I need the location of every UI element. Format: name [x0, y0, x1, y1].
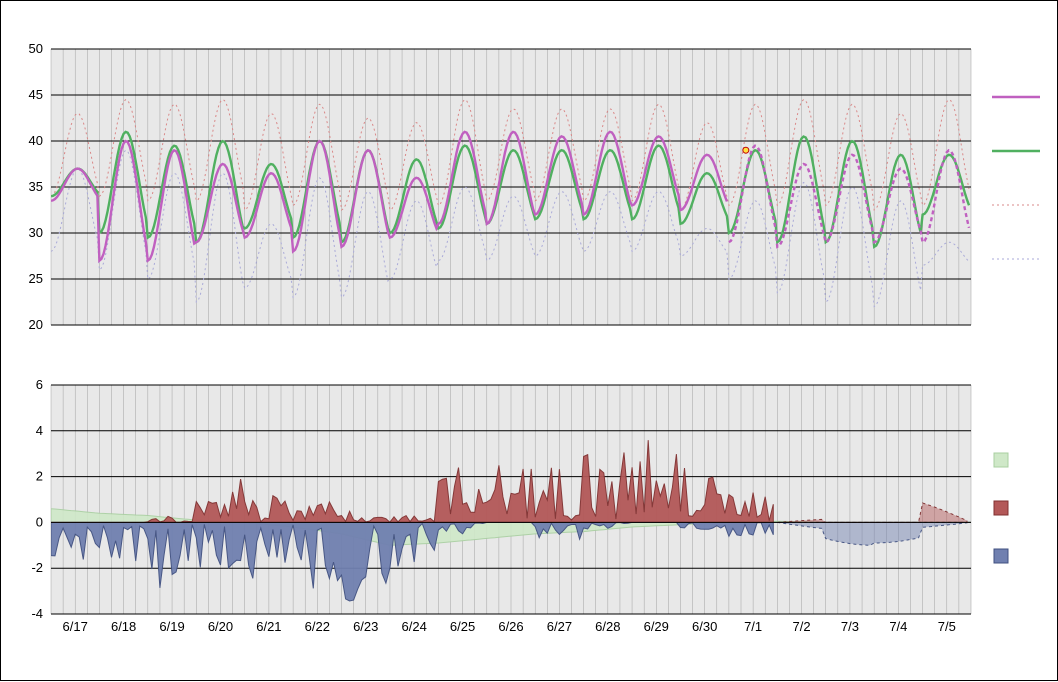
top-ytick: 45 — [29, 87, 43, 102]
chart-frame: { "dimensions": { "width": 1058, "height… — [0, 0, 1058, 681]
top-ytick: 20 — [29, 317, 43, 332]
bottom-ytick: 4 — [36, 423, 43, 438]
x-tick: 6/29 — [644, 619, 669, 634]
x-tick: 6/21 — [256, 619, 281, 634]
top-ytick: 30 — [29, 225, 43, 240]
bottom-ytick: 2 — [36, 469, 43, 484]
top-legend — [986, 81, 1046, 311]
x-tick: 6/25 — [450, 619, 475, 634]
x-tick: 6/28 — [595, 619, 620, 634]
x-tick: 6/18 — [111, 619, 136, 634]
top-ytick: 35 — [29, 179, 43, 194]
x-tick: 6/24 — [402, 619, 427, 634]
chart-svg: 20 25 30 35 40 45 50 -4 -2 0 2 4 6 6/17 6/18 6/19 6/20 6/… — [1, 1, 1058, 682]
x-tick: 6/26 — [498, 619, 523, 634]
bottom-ytick: 0 — [36, 514, 43, 529]
x-tick: 7/1 — [744, 619, 762, 634]
x-tick: 6/27 — [547, 619, 572, 634]
x-tick: 6/23 — [353, 619, 378, 634]
x-tick: 7/2 — [792, 619, 810, 634]
x-tick: 6/22 — [305, 619, 330, 634]
x-tick: 7/3 — [841, 619, 859, 634]
top-marker — [743, 147, 749, 153]
bottom-ytick: 6 — [36, 377, 43, 392]
x-tick: 6/30 — [692, 619, 717, 634]
top-ytick: 25 — [29, 271, 43, 286]
top-ytick: 50 — [29, 41, 43, 56]
bottom-ytick: -2 — [31, 560, 43, 575]
x-tick: 6/19 — [159, 619, 184, 634]
x-tick: 7/4 — [889, 619, 907, 634]
top-ytick: 40 — [29, 133, 43, 148]
x-tick: 6/17 — [63, 619, 88, 634]
bottom-ytick: -4 — [31, 606, 43, 621]
x-tick: 6/20 — [208, 619, 233, 634]
x-tick: 7/5 — [938, 619, 956, 634]
